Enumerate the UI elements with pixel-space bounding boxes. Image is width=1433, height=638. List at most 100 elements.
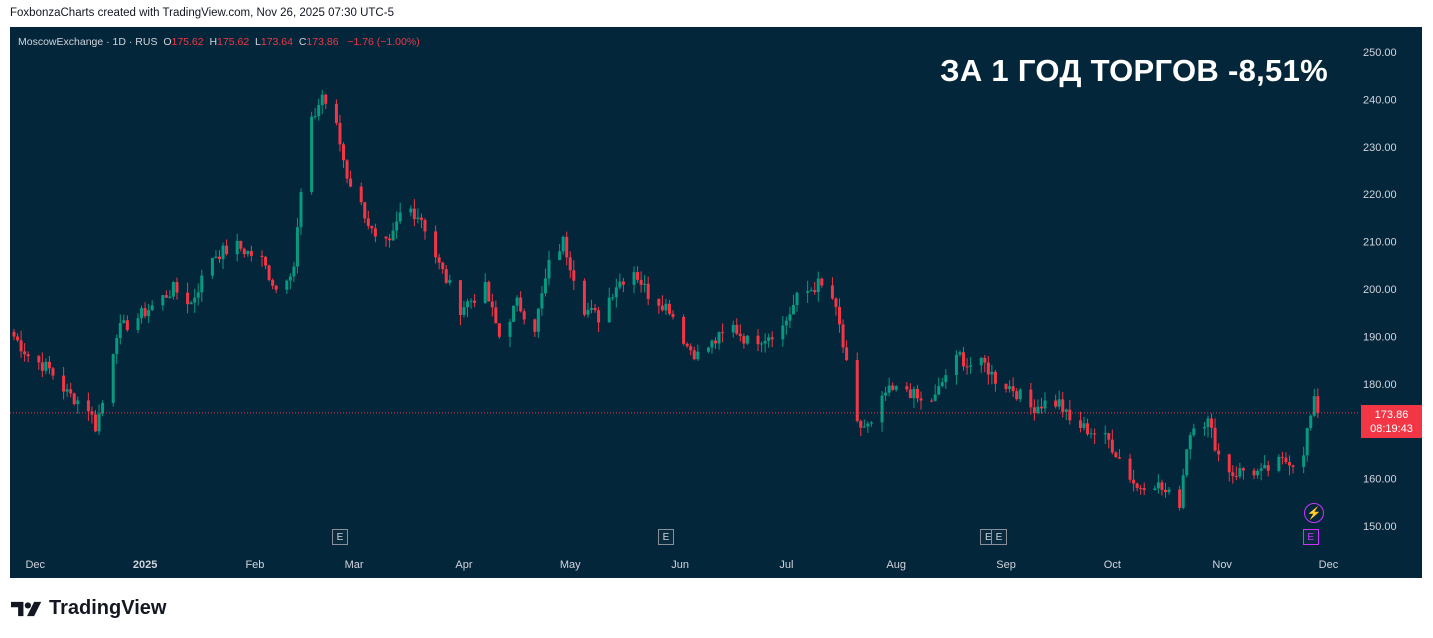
candle-body bbox=[536, 308, 540, 332]
candle-body bbox=[795, 292, 799, 306]
candle-body bbox=[171, 282, 175, 297]
candle-body bbox=[136, 318, 140, 330]
candle-body bbox=[1181, 475, 1185, 508]
candle-body bbox=[937, 386, 941, 395]
candle-body bbox=[111, 354, 115, 403]
earnings-marker[interactable]: E bbox=[990, 529, 1007, 545]
candle-body bbox=[1153, 488, 1157, 491]
candle-body bbox=[1185, 449, 1189, 476]
candle-body bbox=[558, 251, 562, 261]
candle-body bbox=[735, 324, 739, 334]
candle-body bbox=[313, 116, 317, 118]
candle-body bbox=[682, 316, 686, 344]
x-tick-label: Dec bbox=[1319, 559, 1339, 571]
candle-body bbox=[441, 262, 445, 270]
candlestick-chart[interactable]: 250.00 240.00 230.00 220.00 210.00 200.00 190.… bbox=[10, 27, 1422, 578]
candle-body bbox=[388, 238, 392, 241]
candle-body bbox=[1241, 468, 1245, 471]
candle-body bbox=[540, 293, 544, 309]
candle-body bbox=[483, 282, 487, 303]
candle-body bbox=[1156, 482, 1160, 489]
candle-body bbox=[1202, 427, 1206, 429]
candle-body bbox=[891, 385, 895, 390]
countdown-value: 08:19:43 bbox=[1370, 423, 1413, 435]
candle-body bbox=[940, 382, 944, 387]
candle-body bbox=[983, 357, 987, 363]
x-tick-label: 2025 bbox=[133, 559, 157, 571]
candle-body bbox=[767, 337, 771, 341]
candle-body bbox=[862, 426, 866, 428]
candle-body bbox=[271, 279, 275, 286]
candle-body bbox=[830, 285, 834, 299]
candle-body bbox=[398, 212, 402, 222]
candle-body bbox=[1213, 427, 1217, 451]
candle-body bbox=[235, 240, 239, 255]
chart-panel[interactable]: 250.00 240.00 230.00 220.00 210.00 200.00 190.… bbox=[10, 27, 1422, 578]
lightning-icon[interactable]: ⚡ bbox=[1304, 503, 1324, 523]
x-tick-label: Apr bbox=[455, 559, 472, 571]
candle-body bbox=[572, 270, 576, 281]
candle-body bbox=[894, 386, 898, 390]
candle-body bbox=[193, 297, 197, 303]
y-tick-label: 210.00 bbox=[1363, 237, 1397, 249]
candle-body bbox=[345, 160, 349, 179]
candle-body bbox=[349, 178, 353, 187]
earnings-marker[interactable]: E bbox=[1302, 529, 1319, 545]
x-tick-label: Jun bbox=[671, 559, 689, 571]
candle-body bbox=[458, 280, 462, 315]
close-value: 173.86 bbox=[306, 36, 339, 48]
candle-body bbox=[175, 282, 179, 293]
candle-body bbox=[115, 338, 119, 355]
candle-body bbox=[196, 292, 200, 298]
earnings-marker[interactable]: E bbox=[331, 529, 348, 545]
candle-body bbox=[1284, 457, 1288, 463]
x-tick-label: Feb bbox=[245, 559, 264, 571]
candle-body bbox=[1302, 455, 1306, 467]
candle-body bbox=[69, 389, 73, 394]
tradingview-brand[interactable]: TradingView bbox=[11, 597, 166, 620]
candle-body bbox=[19, 340, 23, 352]
candle-body bbox=[689, 346, 693, 351]
candle-body bbox=[756, 335, 760, 345]
candle-body bbox=[267, 265, 271, 280]
candle-body bbox=[1163, 489, 1167, 493]
candle-body bbox=[1259, 468, 1263, 471]
candle-body bbox=[1132, 479, 1136, 484]
candle-body bbox=[866, 423, 870, 427]
candle-body bbox=[249, 250, 253, 256]
candle-body bbox=[714, 340, 718, 344]
candle-body bbox=[473, 300, 477, 303]
candle-body bbox=[933, 394, 937, 401]
candle-body bbox=[161, 295, 165, 306]
candle-body bbox=[788, 314, 792, 321]
candle-body bbox=[1266, 465, 1270, 471]
candle-body bbox=[816, 278, 820, 293]
candle-body bbox=[487, 282, 491, 302]
candle-body bbox=[1252, 470, 1256, 476]
candle-body bbox=[40, 362, 44, 371]
candle-body bbox=[118, 323, 122, 339]
candle-body bbox=[260, 255, 264, 257]
candle-body bbox=[189, 302, 193, 305]
candle-body bbox=[664, 303, 668, 311]
candle-body bbox=[838, 306, 842, 325]
candle-body bbox=[1167, 489, 1171, 493]
candle-body bbox=[1086, 423, 1090, 435]
candle-body bbox=[965, 366, 969, 368]
candle-body bbox=[285, 280, 289, 290]
candle-body bbox=[597, 310, 601, 323]
tradingview-logo-icon bbox=[11, 601, 42, 616]
candle-body bbox=[568, 257, 572, 271]
candle-body bbox=[1018, 389, 1022, 400]
candle-body bbox=[469, 300, 473, 302]
candle-body bbox=[1078, 420, 1082, 428]
x-tick-label: Jul bbox=[779, 559, 793, 571]
candle-body bbox=[643, 283, 647, 285]
earnings-marker[interactable]: E bbox=[657, 529, 674, 545]
open-label: O bbox=[163, 36, 172, 48]
candle-body bbox=[791, 305, 795, 315]
candle-body bbox=[497, 323, 501, 337]
candle-body bbox=[962, 352, 966, 367]
candle-body bbox=[490, 301, 494, 308]
candle-body bbox=[62, 375, 66, 392]
